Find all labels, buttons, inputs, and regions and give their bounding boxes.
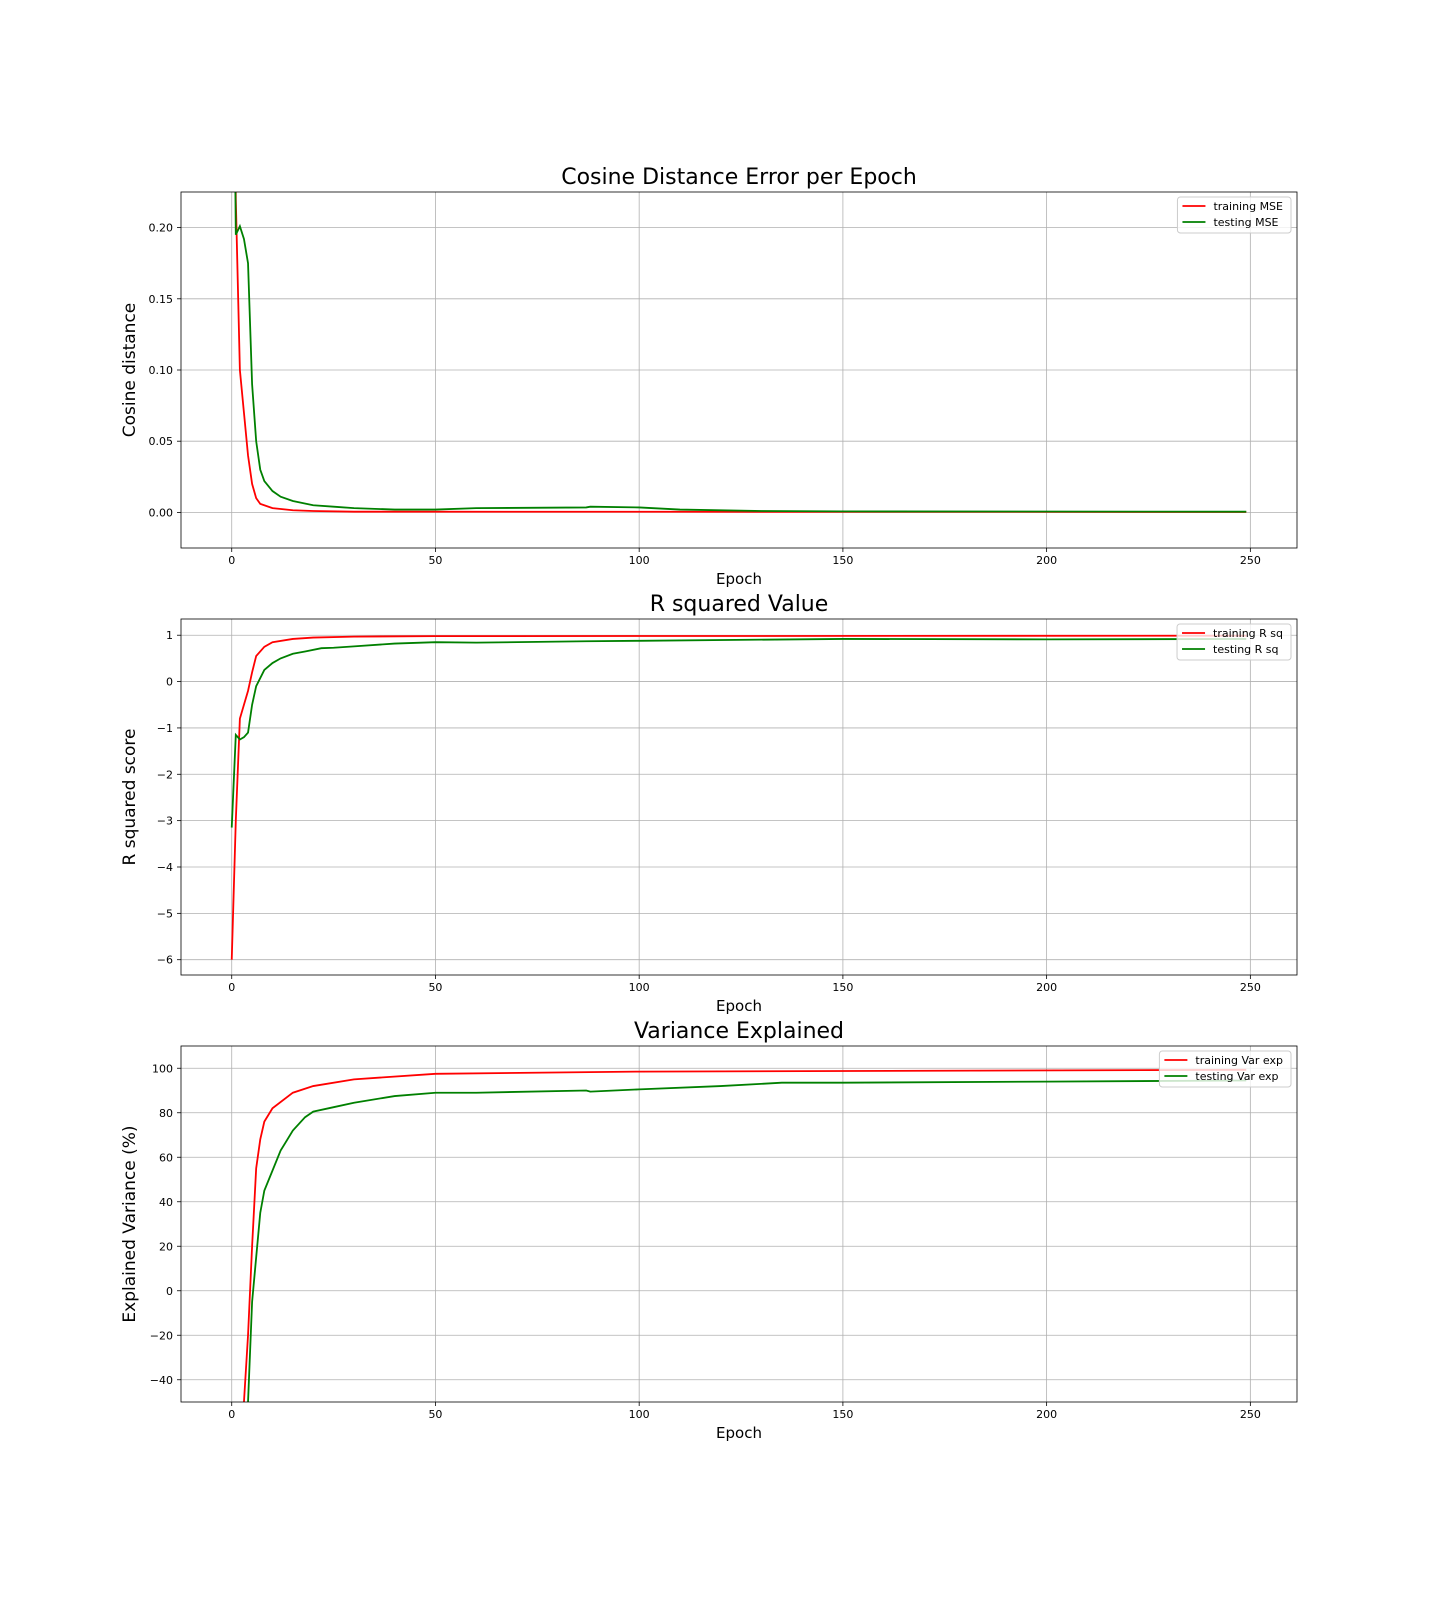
chart-title: Cosine Distance Error per Epoch [561, 165, 917, 190]
y-tick-label: −6 [157, 954, 173, 967]
x-tick-label: 150 [832, 981, 853, 994]
x-tick-label: 200 [1036, 981, 1057, 994]
x-axis-label: Epoch [716, 1424, 762, 1442]
y-tick-label: −3 [157, 815, 173, 828]
x-tick-label: 150 [832, 1408, 853, 1421]
y-tick-label: −5 [157, 907, 173, 920]
x-tick-label: 100 [629, 1408, 650, 1421]
y-tick-label: 0 [166, 1285, 173, 1298]
x-tick-label: 50 [428, 981, 442, 994]
legend-box [1176, 196, 1292, 234]
axes-frame [180, 1045, 1298, 1403]
x-tick-label: 200 [1036, 554, 1057, 567]
x-tick-label: 100 [629, 981, 650, 994]
y-tick-label: 0.15 [149, 293, 174, 306]
legend-label: training MSE [1213, 200, 1283, 213]
y-tick-label: 0.20 [149, 222, 174, 235]
legend-box [1158, 1050, 1292, 1088]
y-tick-label: 0.10 [149, 364, 174, 377]
x-tick-label: 100 [629, 554, 650, 567]
x-tick-label: 250 [1240, 1408, 1261, 1421]
x-tick-label: 50 [428, 554, 442, 567]
y-tick-label: 60 [159, 1151, 173, 1164]
y-tick-label: −2 [157, 768, 173, 781]
subplot: 0 50 100 150 200 250 −40 −20 0 20 40 60 80 100 Varianc… [120, 1019, 1298, 1442]
data-line [230, 638, 1247, 828]
x-tick-label: 250 [1240, 981, 1261, 994]
axes-frame [180, 191, 1298, 549]
x-axis-label: Epoch [716, 570, 762, 588]
x-tick-label: 150 [832, 554, 853, 567]
legend-label: testing MSE [1213, 216, 1278, 229]
x-tick-label: 50 [428, 1408, 442, 1421]
x-tick-label: 0 [228, 554, 235, 567]
legend-label: training R sq [1213, 627, 1283, 640]
data-line [243, 1068, 1247, 1402]
x-tick-label: 0 [228, 1408, 235, 1421]
legend: training Var exp testing Var exp [1158, 1050, 1292, 1088]
legend: training R sq testing R sq [1176, 623, 1292, 661]
chart-title: Variance Explained [634, 1019, 844, 1044]
y-tick-label: 1 [166, 629, 173, 642]
data-line [234, 192, 1247, 513]
axes-frame [180, 618, 1298, 976]
x-tick-label: 200 [1036, 1408, 1057, 1421]
legend-label: testing R sq [1213, 643, 1278, 656]
subplot: 0 50 100 150 200 250 0.00 0.05 0.10 0.15 0.20 Cosin… [120, 165, 1298, 588]
y-tick-label: 20 [159, 1240, 173, 1253]
y-tick-label: −1 [157, 722, 173, 735]
y-tick-label: 100 [152, 1062, 173, 1075]
legend: training MSE testing MSE [1176, 196, 1292, 234]
subplot: 0 50 100 150 200 250 −6 −5 −4 −3 −2 −1 0 1 R squared V… [120, 592, 1298, 1015]
y-tick-label: −40 [150, 1374, 173, 1387]
x-tick-label: 0 [228, 981, 235, 994]
y-axis-label: Cosine distance [120, 303, 140, 438]
y-tick-label: −20 [150, 1329, 173, 1342]
data-line [247, 1079, 1247, 1402]
legend-box [1176, 623, 1292, 661]
x-tick-label: 250 [1240, 554, 1261, 567]
data-line [230, 634, 1247, 960]
chart-title: R squared Value [650, 592, 829, 617]
y-axis-label: Explained Variance (%) [120, 1125, 140, 1322]
y-tick-label: 0 [166, 676, 173, 689]
data-line [234, 192, 1247, 513]
legend-label: training Var exp [1195, 1054, 1283, 1067]
y-axis-label: R squared score [120, 728, 140, 865]
legend-label: testing Var exp [1195, 1070, 1278, 1083]
x-axis-label: Epoch [716, 997, 762, 1015]
y-tick-label: 0.00 [149, 506, 174, 519]
y-tick-label: 80 [159, 1107, 173, 1120]
y-tick-label: −4 [157, 861, 173, 874]
y-tick-label: 0.05 [149, 435, 174, 448]
y-tick-label: 40 [159, 1196, 173, 1209]
